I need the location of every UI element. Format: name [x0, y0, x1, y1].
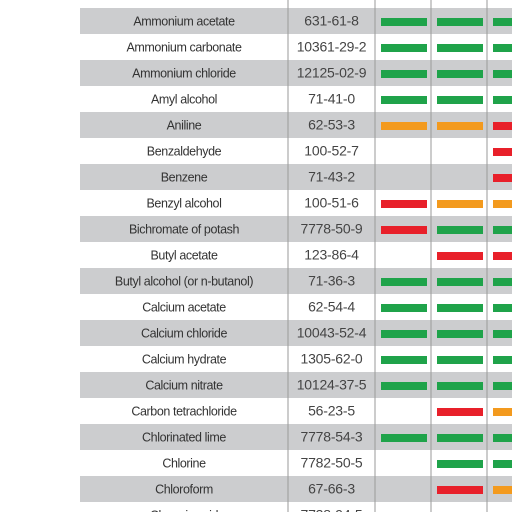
rating-bar	[437, 44, 483, 52]
rating-bar	[493, 304, 512, 312]
chemical-name: Calcium acetate	[142, 300, 226, 314]
rating-bar	[437, 278, 483, 286]
chemical-name: Butyl acetate	[150, 248, 218, 262]
row-background	[80, 0, 512, 8]
rating-bar	[493, 226, 512, 234]
cas-number: 71-36-3	[308, 273, 355, 289]
rating-bar	[437, 122, 483, 130]
cas-number: 7778-50-9	[300, 221, 362, 237]
chemical-name: Bichromate of potash	[129, 222, 240, 236]
rating-bar	[493, 122, 512, 130]
cas-number: 1305-62-0	[300, 351, 362, 367]
chemical-name: Calcium hydrate	[142, 352, 227, 366]
rating-bar	[381, 200, 427, 208]
rating-bar	[493, 18, 512, 26]
rating-bar	[437, 304, 483, 312]
rating-bar	[381, 434, 427, 442]
rating-bar	[493, 356, 512, 364]
rating-bar	[437, 460, 483, 468]
chemical-name: Butyl alcohol (or n-butanol)	[115, 274, 253, 288]
rating-bar	[381, 122, 427, 130]
rating-bar	[493, 434, 512, 442]
chemical-name: Benzyl alcohol	[146, 196, 221, 210]
chemical-name: Acetone	[162, 0, 206, 2]
chemical-name: Benzene	[161, 170, 208, 184]
cas-number: 10361-29-2	[297, 39, 367, 55]
chemical-name: Calcium nitrate	[145, 378, 223, 392]
chemical-name: Amyl alcohol	[151, 92, 217, 106]
row-background	[80, 502, 512, 512]
cas-number: 62-53-3	[308, 117, 355, 133]
rating-bar	[437, 18, 483, 26]
cas-number: 7782-50-5	[300, 455, 362, 471]
cas-number: 71-41-0	[308, 91, 355, 107]
rating-bar	[493, 382, 512, 390]
rating-bar	[493, 96, 512, 104]
rating-bar	[493, 70, 512, 78]
rating-bar	[381, 226, 427, 234]
cas-number: 100-52-7	[304, 143, 359, 159]
rating-bar	[437, 382, 483, 390]
cas-number: 10124-37-5	[297, 377, 367, 393]
rating-bar	[381, 330, 427, 338]
chemical-name: Chloroform	[155, 482, 213, 496]
rating-bar	[493, 408, 512, 416]
rating-bar	[381, 70, 427, 78]
rating-bar	[493, 486, 512, 494]
chemical-name: Chromic acid	[150, 508, 219, 512]
rating-bar	[437, 70, 483, 78]
rating-bar	[381, 18, 427, 26]
rating-bar	[437, 226, 483, 234]
rating-bar	[437, 330, 483, 338]
rating-bar	[381, 44, 427, 52]
rating-bar	[493, 200, 512, 208]
row-background	[80, 164, 512, 190]
chemical-name: Ammonium acetate	[133, 14, 235, 28]
rating-bar	[381, 278, 427, 286]
cas-number: 7778-54-3	[300, 429, 362, 445]
chemical-name: Chlorinated lime	[142, 430, 226, 444]
rating-bar	[381, 382, 427, 390]
cas-number: 12125-02-9	[297, 65, 367, 81]
rating-bar	[381, 356, 427, 364]
rating-bar	[437, 408, 483, 416]
chemical-name: Benzaldehyde	[147, 144, 222, 158]
rating-bar	[493, 252, 512, 260]
cas-number: 56-23-5	[308, 403, 355, 419]
row-background	[80, 138, 512, 164]
rating-bar	[493, 174, 512, 182]
rating-bar	[437, 200, 483, 208]
chemical-name: Ammonium carbonate	[126, 40, 242, 54]
chemical-name: Carbon tetrachloride	[131, 404, 237, 418]
rating-bar	[437, 434, 483, 442]
cas-number: 67-66-3	[308, 481, 355, 497]
rating-bar	[493, 44, 512, 52]
chemical-name: Chlorine	[162, 456, 206, 470]
rating-bar	[493, 148, 512, 156]
chemical-name: Calcium chloride	[141, 326, 227, 340]
rating-bar	[493, 460, 512, 468]
rating-bar	[437, 356, 483, 364]
cas-number: 100-51-6	[304, 195, 359, 211]
cas-number: 62-54-4	[308, 299, 355, 315]
chemical-name: Ammonium chloride	[132, 66, 236, 80]
cas-number: 71-43-2	[308, 169, 355, 185]
rating-bar	[381, 96, 427, 104]
rating-bar	[437, 486, 483, 494]
chemical-name: Aniline	[167, 118, 202, 132]
rating-bar	[493, 330, 512, 338]
rating-bar	[437, 96, 483, 104]
cas-number: 10043-52-4	[297, 325, 367, 341]
rating-bar	[437, 252, 483, 260]
rating-bar	[381, 304, 427, 312]
rating-bar	[493, 278, 512, 286]
cas-number: 7738-94-5	[300, 507, 362, 512]
cas-number: 123-86-4	[304, 247, 359, 263]
cas-number: 631-61-8	[304, 13, 359, 29]
